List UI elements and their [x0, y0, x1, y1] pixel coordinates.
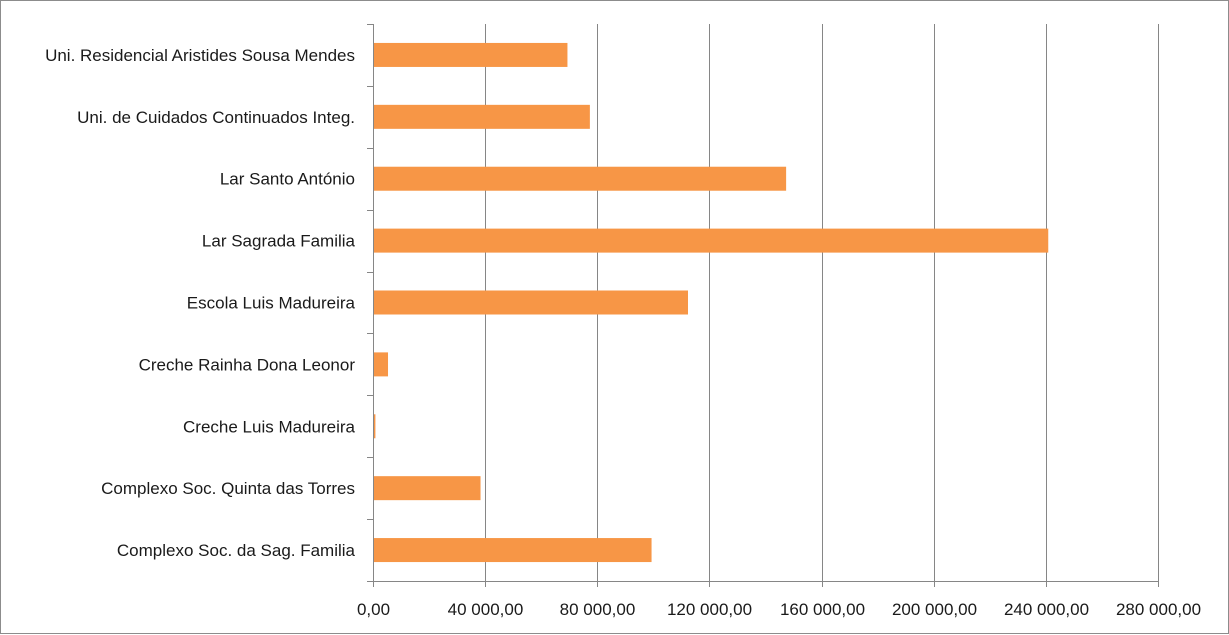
bar-8: [374, 538, 652, 563]
category-label-5: Creche Rainha Dona Leonor: [139, 355, 356, 374]
x-tick-label-3: 120 000,00: [667, 600, 752, 619]
category-label-7: Complexo Soc. Quinta das Torres: [101, 479, 355, 498]
bar-1: [374, 104, 590, 129]
bar-0: [374, 42, 568, 67]
category-label-6: Creche Luis Madureira: [183, 417, 356, 436]
bar-2: [374, 166, 787, 191]
x-tick-label-6: 240 000,00: [1004, 600, 1089, 619]
gridlines: [485, 24, 1159, 581]
x-tick-label-4: 160 000,00: [780, 600, 865, 619]
category-label-8: Complexo Soc. da Sag. Familia: [117, 541, 356, 560]
x-tick-label-2: 80 000,00: [560, 600, 636, 619]
bar-5: [374, 352, 389, 377]
category-label-1: Uni. de Cuidados Continuados Integ.: [77, 108, 355, 127]
category-label-4: Escola Luis Madureira: [187, 294, 356, 313]
category-label-2: Lar Santo António: [220, 170, 355, 189]
axes: [367, 24, 1159, 587]
bar-6: [374, 414, 376, 439]
bar-3: [374, 228, 1049, 253]
bar-4: [374, 290, 688, 315]
category-label-0: Uni. Residencial Aristides Sousa Mendes: [45, 46, 355, 65]
labels: 0,00 40 000,00 80 000,00 120 000,00 160 000,…: [45, 46, 1201, 619]
bar-7: [374, 476, 481, 501]
x-tick-label-1: 40 000,00: [448, 600, 524, 619]
x-tick-label-7: 280 000,00: [1116, 600, 1201, 619]
x-tick-label-5: 200 000,00: [892, 600, 977, 619]
bars: [374, 42, 1049, 563]
category-label-3: Lar Sagrada Familia: [202, 232, 356, 251]
x-tick-label-0: 0,00: [357, 600, 390, 619]
